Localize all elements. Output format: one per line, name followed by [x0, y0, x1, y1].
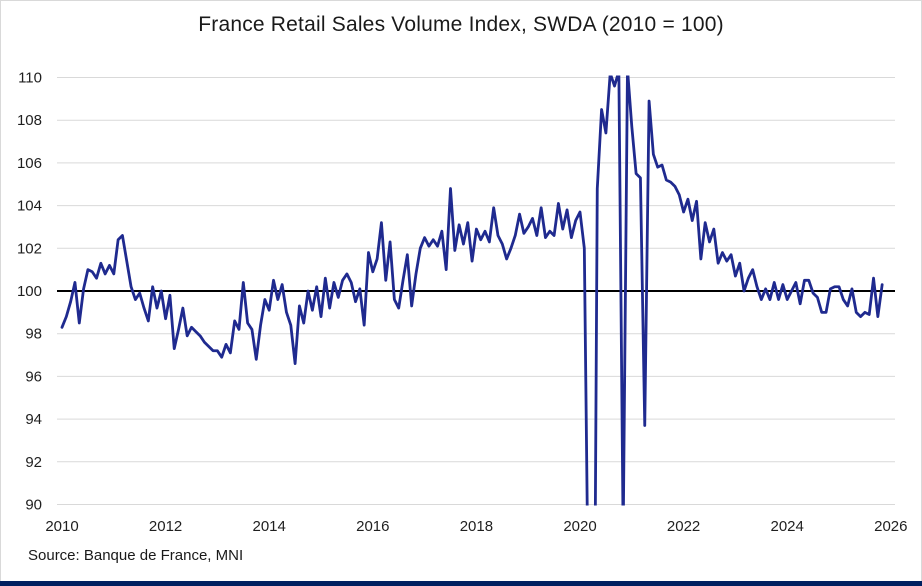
svg-text:102: 102	[17, 240, 42, 257]
svg-text:2022: 2022	[667, 518, 700, 535]
svg-text:2010: 2010	[45, 518, 78, 535]
bottom-accent-bar	[0, 581, 922, 586]
svg-text:92: 92	[25, 454, 42, 471]
y-axis-labels: 90 92 94 96 98 100 102 104 106 108 110	[17, 70, 42, 514]
svg-text:2012: 2012	[149, 518, 182, 535]
svg-text:2024: 2024	[771, 518, 804, 535]
svg-text:2020: 2020	[563, 518, 596, 535]
svg-text:96: 96	[25, 368, 42, 385]
svg-text:2014: 2014	[253, 518, 286, 535]
svg-text:94: 94	[25, 411, 42, 428]
svg-text:104: 104	[17, 198, 42, 215]
svg-text:2018: 2018	[460, 518, 493, 535]
x-axis-labels: 2010 2012 2014 2016 2018 2020 2022 2024 2026	[45, 518, 907, 535]
svg-text:108: 108	[17, 112, 42, 129]
svg-text:90: 90	[25, 497, 42, 514]
svg-text:100: 100	[17, 283, 42, 300]
svg-text:110: 110	[18, 70, 42, 87]
svg-text:2016: 2016	[356, 518, 389, 535]
source-note: Source: Banque de France, MNI	[28, 547, 244, 564]
svg-text:2026: 2026	[874, 518, 907, 535]
svg-text:106: 106	[17, 155, 42, 172]
svg-text:98: 98	[25, 326, 42, 343]
series-line	[60, 75, 884, 506]
chart-title: France Retail Sales Volume Index, SWDA (…	[198, 13, 724, 36]
